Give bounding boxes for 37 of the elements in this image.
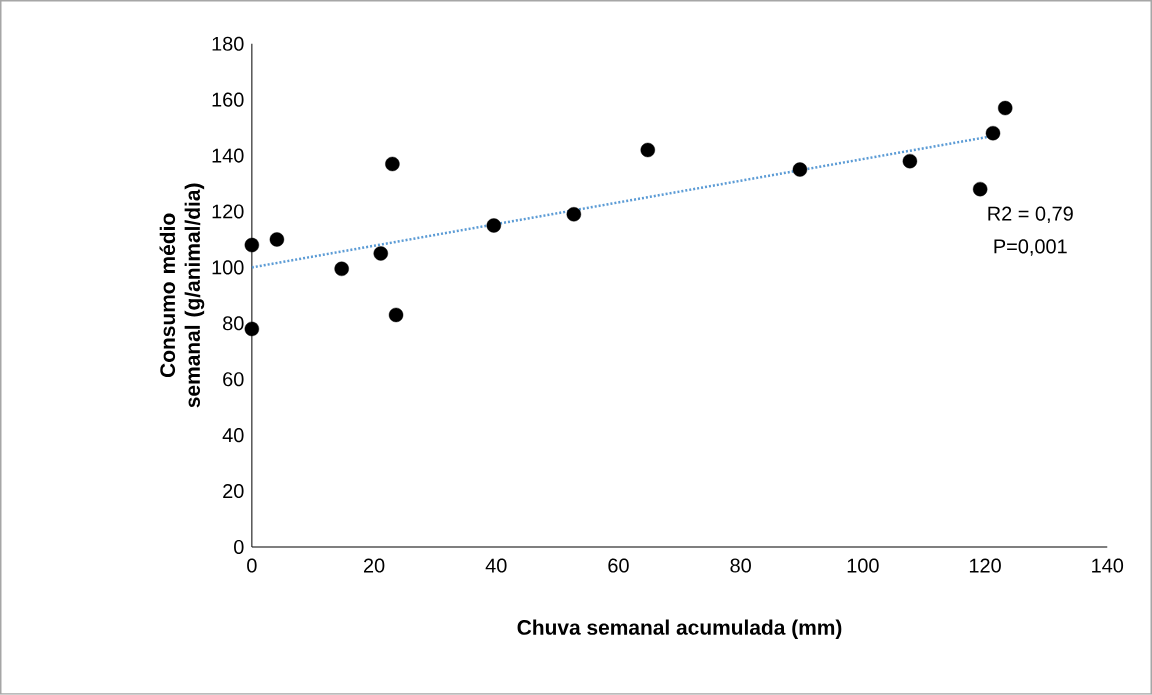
point xyxy=(373,246,388,261)
point xyxy=(244,321,260,337)
point xyxy=(269,232,285,247)
point xyxy=(486,218,502,233)
point xyxy=(244,237,260,253)
x-axis-title: Chuva semanal acumulada (mm) xyxy=(517,619,842,640)
x-tick-label: 40 xyxy=(485,558,507,573)
y-tick-label: 40 xyxy=(222,428,244,443)
y-axis-title: Consumo médio semanal (g/animal/dia) xyxy=(159,183,205,408)
point xyxy=(334,261,349,277)
x-tick-label: 20 xyxy=(363,558,385,573)
y-tick-label: 180 xyxy=(212,36,244,51)
point xyxy=(792,162,808,177)
point xyxy=(985,126,1001,141)
point xyxy=(998,100,1013,116)
point xyxy=(972,182,988,197)
point xyxy=(902,154,918,169)
y-tick-label: 160 xyxy=(212,92,244,107)
x-tick-label: 80 xyxy=(730,558,751,573)
y-tick-label: 120 xyxy=(212,204,244,219)
y-tick-label: 20 xyxy=(223,484,244,499)
point xyxy=(385,156,400,172)
y-tick-label: 100 xyxy=(212,260,244,275)
y-tick-label: 140 xyxy=(212,148,244,163)
x-tick-label: 140 xyxy=(1092,558,1124,573)
x-tick-label: 120 xyxy=(969,558,1001,573)
point xyxy=(566,207,582,222)
x-tick-label: 0 xyxy=(247,558,257,573)
annotation: P=0,001 xyxy=(994,239,1067,256)
y-tick-label: 80 xyxy=(223,316,244,331)
annotation: R2 = 0,79 xyxy=(988,206,1073,224)
x-tick-label: 60 xyxy=(608,558,629,573)
y-tick-label: 60 xyxy=(223,372,244,387)
x-tick-label: 100 xyxy=(847,558,879,573)
point xyxy=(388,307,404,323)
point xyxy=(640,142,655,158)
y-tick-label: 0 xyxy=(234,540,244,555)
